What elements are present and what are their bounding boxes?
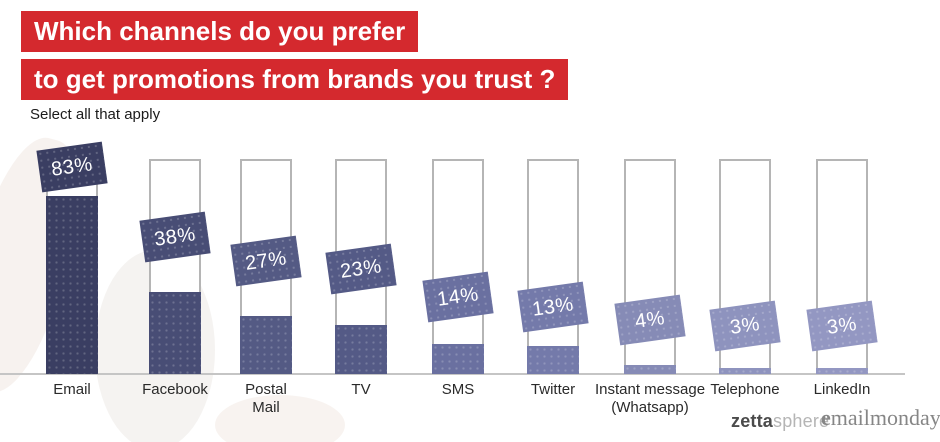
category-label-line: SMS xyxy=(441,381,475,398)
category-label-instant-message-whatsapp: Instant message (Whatsapp) xyxy=(580,381,720,417)
emailmonday-logo: emailmonday xyxy=(821,405,940,431)
value-label-text: 4% xyxy=(633,306,667,333)
category-label-line: (Whatsapp) xyxy=(611,399,689,416)
bar-fill-postal-mail xyxy=(240,316,292,374)
value-label-text: 14% xyxy=(435,282,481,311)
value-label-text: 38% xyxy=(152,222,198,251)
value-label-text: 3% xyxy=(825,312,859,339)
category-label-tv: TV xyxy=(291,381,431,399)
category-label-line: Telephone xyxy=(710,381,780,398)
zettasphere-logo: zettasphere xyxy=(731,411,829,432)
zettasphere-logo-light: sphere xyxy=(773,411,830,431)
value-label-text: 3% xyxy=(728,312,762,339)
title-line-2: to get promotions from brands you trust … xyxy=(21,59,569,100)
category-label-line: TV xyxy=(351,381,371,398)
bar-track-sms xyxy=(432,159,484,374)
value-label-text: 23% xyxy=(338,254,384,283)
category-label-linkedin: LinkedIn xyxy=(772,381,912,399)
bar-fill-twitter xyxy=(527,346,579,374)
value-label-text: 83% xyxy=(49,152,95,181)
title-line-1: Which channels do you prefer xyxy=(21,11,419,52)
title-line-2-text: to get promotions from brands you trust … xyxy=(34,64,556,94)
bar-track-twitter xyxy=(527,159,579,374)
category-label-line: Instant message xyxy=(594,381,706,398)
value-label-text: 13% xyxy=(530,292,576,321)
category-label-line: Twitter xyxy=(530,381,576,398)
zettasphere-globe-icon xyxy=(692,406,725,437)
chart-subtitle: Select all that apply xyxy=(30,106,161,123)
bar-fill-tv xyxy=(335,325,387,374)
bar-fill-sms xyxy=(432,344,484,374)
bar-fill-email xyxy=(46,196,98,374)
emailmonday-logo-bold: e xyxy=(821,405,831,430)
category-label-line: Mail xyxy=(252,399,280,416)
bar-fill-instant-message-whatsapp xyxy=(624,365,676,374)
category-label-line: Postal xyxy=(245,381,287,398)
zettasphere-logo-bold: zetta xyxy=(731,411,774,431)
bar-fill-telephone xyxy=(719,368,771,374)
category-label-sms: SMS xyxy=(388,381,528,399)
value-label-text: 27% xyxy=(243,246,289,275)
title-line-1-text: Which channels do you prefer xyxy=(34,16,406,46)
category-label-line: LinkedIn xyxy=(813,381,871,398)
bar-fill-facebook xyxy=(149,292,201,374)
x-axis-line xyxy=(0,373,905,375)
category-label-twitter: Twitter xyxy=(483,381,623,399)
bar-fill-linkedin xyxy=(816,368,868,374)
emailmonday-logo-rest: mailmonday xyxy=(830,405,940,430)
category-label-telephone: Telephone xyxy=(675,381,815,399)
